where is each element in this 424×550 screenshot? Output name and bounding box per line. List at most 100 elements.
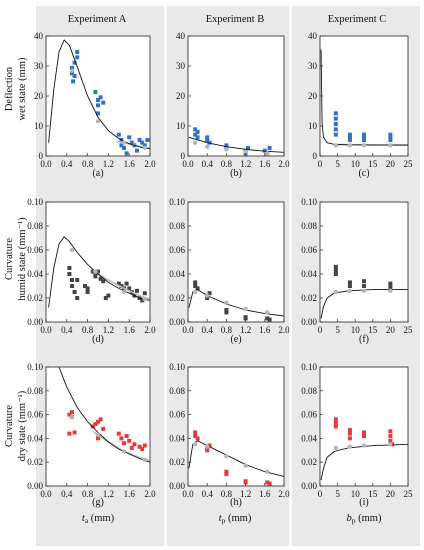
predicted-point — [69, 414, 75, 420]
measured-point — [122, 441, 126, 446]
measured-point — [116, 132, 121, 137]
measured-point — [205, 135, 210, 140]
measured-point — [67, 412, 72, 417]
x-tick-label: 0.4 — [61, 325, 73, 335]
model-curve — [48, 236, 150, 308]
plot-content — [188, 430, 284, 486]
predicted-point — [121, 140, 127, 145]
measured-point — [70, 71, 74, 76]
predicted-point — [333, 445, 339, 451]
measured-point — [119, 143, 124, 148]
x-tick-label: 1.6 — [124, 325, 136, 335]
x-tick-label: 1.6 — [259, 489, 271, 499]
x-tick-label: 1.2 — [240, 489, 251, 499]
x-tick-label: 0 — [318, 159, 323, 169]
measured-point — [96, 98, 100, 102]
y-tick-label: 30 — [308, 61, 318, 71]
predicted-point — [265, 310, 270, 315]
plot-content — [48, 236, 150, 308]
measured-point — [124, 281, 129, 286]
x-tick-label: 0.0 — [182, 325, 194, 335]
measured-point — [193, 127, 198, 132]
predicted-point — [205, 444, 210, 449]
measured-point — [195, 130, 200, 134]
axis-frame — [187, 201, 285, 323]
model-curve — [320, 443, 408, 481]
plot-area — [320, 367, 408, 486]
measured-point — [362, 132, 366, 137]
measured-point — [98, 95, 103, 100]
measured-point — [388, 132, 393, 137]
measured-point — [333, 111, 338, 116]
x-tick-label: 1.2 — [103, 159, 114, 169]
measured-point — [333, 116, 338, 121]
x-axis-title-b: tp (mm) — [219, 513, 252, 525]
x-tick-label: 0.0 — [182, 159, 194, 169]
measured-point — [265, 316, 270, 321]
measured-point — [116, 281, 121, 286]
row-title-dry-line1: Curvature — [4, 405, 15, 447]
plot-content — [48, 39, 150, 156]
measured-point — [195, 135, 200, 140]
panel-b: 0.0 0.4 0.8 1.2 1.6 2.0 0 10 20 30 40 (b) — [176, 31, 290, 179]
panels: 0.0 0.4 0.8 1.2 1.6 2.0 0 10 20 30 40 (a) 0.0 0.4 0.8 1… — [27, 31, 413, 508]
measured-point — [98, 417, 103, 422]
panel-label: (f) — [359, 334, 369, 345]
measured-point — [129, 140, 134, 145]
x-axis-title-c: bp (mm) — [347, 513, 382, 525]
measured-point — [72, 430, 77, 435]
y-tick-label: 0.00 — [301, 317, 317, 327]
y-tick-label: 0 — [39, 151, 44, 161]
plot-content — [58, 367, 150, 463]
predicted-point — [265, 469, 270, 474]
plot-area — [188, 36, 284, 156]
axis-frame — [45, 35, 151, 157]
measured-point — [347, 284, 352, 288]
measured-point — [388, 285, 393, 290]
measured-point — [67, 431, 72, 436]
row-title-humid-line2: humid state (mm⁻¹) — [17, 217, 28, 301]
plot-area — [46, 36, 150, 156]
y-tick-label: 40 — [308, 31, 318, 41]
model-curve — [188, 136, 284, 153]
measured-point — [101, 100, 106, 105]
y-tick-label: 0.06 — [169, 410, 185, 420]
measured-point — [142, 291, 147, 296]
measured-point — [224, 143, 229, 148]
predicted-point — [333, 289, 339, 295]
x-tick-label: 0.8 — [221, 325, 233, 335]
measured-point — [347, 280, 352, 285]
measured-point — [267, 146, 272, 150]
panel-h: 0.0 0.4 0.8 1.2 1.6 2.0 0.00 0.02 0.04 0.06 0.08 0.… — [169, 362, 290, 508]
measured-point — [93, 274, 98, 279]
predicted-point — [347, 143, 353, 148]
measured-point — [90, 269, 95, 274]
measured-point — [132, 442, 137, 447]
row-title-wet-line2: wet state (mm) — [17, 57, 28, 120]
plot-content — [188, 280, 284, 322]
measured-point — [135, 148, 139, 153]
predicted-point — [142, 145, 147, 151]
measured-point — [93, 422, 98, 427]
x-tick-label: 2.0 — [278, 325, 290, 335]
panel-g: 0.0 0.4 0.8 1.2 1.6 2.0 0.00 0.02 0.04 0.06 0.08 0.… — [27, 362, 156, 508]
predicted-point — [95, 432, 101, 438]
y-tick-label: 0.10 — [169, 362, 185, 372]
y-tick-label: 0.04 — [301, 269, 317, 279]
measured-point — [333, 264, 338, 269]
x-tick-label: 5 — [335, 325, 340, 335]
measured-point — [362, 284, 366, 288]
predicted-point — [243, 463, 248, 468]
y-tick-label: 20 — [308, 91, 318, 101]
measured-point — [96, 269, 100, 274]
measured-point — [193, 434, 198, 439]
plot-content — [320, 417, 408, 481]
predicted-point — [95, 119, 101, 124]
y-tick-label: 10 — [176, 121, 186, 131]
measured-point — [388, 281, 393, 286]
measured-point — [388, 429, 393, 434]
y-tick-label: 0.02 — [301, 293, 317, 303]
y-tick-label: 20 — [176, 91, 186, 101]
measured-point — [388, 135, 393, 140]
panel-label: (e) — [230, 334, 241, 345]
